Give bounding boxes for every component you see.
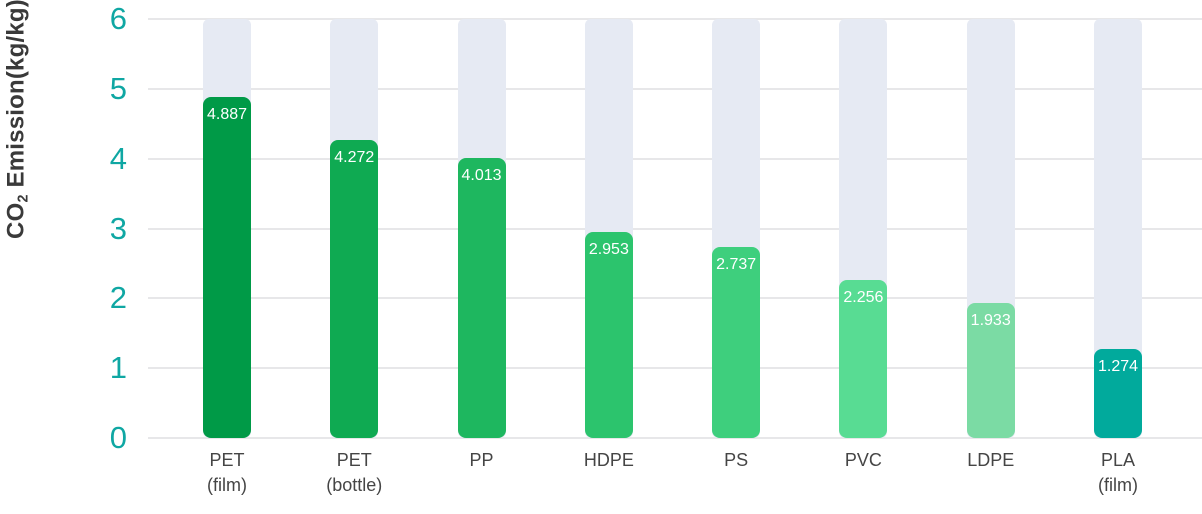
bar-ldpe: 1.933: [966, 303, 1015, 438]
x-axis-category-label-line: (film): [1098, 475, 1138, 495]
x-axis-category-label-line: PP: [469, 450, 494, 470]
bar-value-label: 1.274: [1097, 358, 1139, 376]
bar-pet-bottle: 4.272: [330, 139, 379, 438]
bar-ps: 2.737: [712, 246, 761, 438]
y-axis-tick-label: 3: [109, 210, 127, 246]
bar-value-label: 4.272: [334, 148, 375, 166]
y-axis-tick-label: 5: [109, 70, 127, 106]
x-axis-category-label-line: PLA: [1100, 450, 1136, 470]
y-axis-tick-label: 2: [109, 280, 127, 316]
x-axis-category-label-line: PET: [209, 450, 245, 470]
x-axis-category-label-line: (bottle): [326, 475, 383, 495]
bar-pvc: 2.256: [839, 280, 888, 438]
bar-pet-film: 4.887: [203, 96, 251, 438]
bar-value-label: 2.256: [843, 289, 884, 307]
bar-value-label: 1.933: [970, 312, 1011, 329]
x-axis-category-label-line: HDPE: [583, 450, 634, 470]
x-axis-category-label: PVC: [845, 448, 882, 473]
y-axis-tick-label: 4: [109, 140, 127, 176]
bar-hdpe: 2.953: [584, 231, 633, 438]
x-axis-category-label-line: (film): [207, 475, 247, 495]
grid-line: [148, 367, 1202, 370]
grid-line: [148, 297, 1202, 300]
x-axis-category-label: PS: [724, 448, 748, 473]
bar-value-label: 4.013: [461, 166, 502, 184]
x-axis-category-label: LDPE: [967, 448, 1014, 473]
x-axis-category-label: PLA (film): [1098, 448, 1138, 498]
x-axis-category-label-line: PET: [336, 450, 372, 470]
y-axis-tick-label: 1: [109, 350, 127, 386]
bar-value-label: 4.887: [206, 105, 248, 123]
x-axis-category-label: PET (film): [207, 448, 247, 498]
y-axis-title-suffix: Emission(kg/kg): [2, 0, 30, 195]
grid-line: [148, 437, 1202, 439]
grid-line: [148, 227, 1202, 230]
bar-pla-film: 1.274: [1094, 349, 1142, 438]
y-axis-title-prefix: CO: [2, 202, 30, 239]
y-axis-tick-label: 0: [109, 419, 127, 455]
grid-line: [148, 157, 1202, 160]
x-axis-category-label-line: LDPE: [967, 450, 1015, 470]
y-axis-title: CO2 Emission(kg/kg): [2, 0, 31, 239]
x-axis-category-label-line: PVC: [844, 450, 882, 470]
y-axis-tick-label: 6: [109, 0, 127, 36]
x-axis-category-label: HDPE: [584, 448, 634, 473]
x-axis-category-label-line: PS: [724, 450, 749, 470]
x-axis-category-label: PP: [470, 448, 494, 473]
bar-value-label: 2.737: [716, 255, 757, 273]
bar-value-label: 2.953: [588, 240, 629, 258]
y-axis-title-subscript: 2: [15, 194, 32, 203]
bar-pp: 4.013: [457, 157, 506, 438]
grid-line: [148, 87, 1202, 90]
x-axis-category-label: PET (bottle): [326, 448, 382, 498]
grid-line: [148, 18, 1202, 20]
